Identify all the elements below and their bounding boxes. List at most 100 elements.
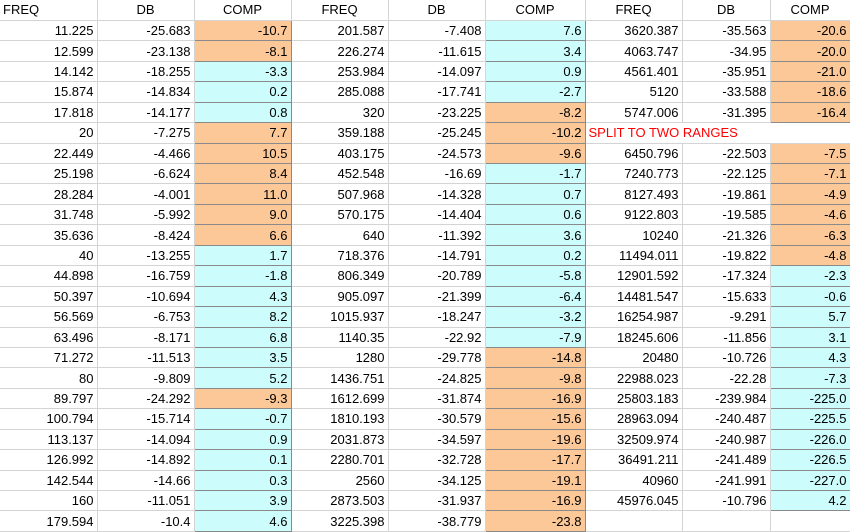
freq-cell[interactable]: 2873.503 (291, 490, 389, 512)
comp-cell-positive-boost[interactable]: -9.8 (484, 367, 586, 389)
db-cell[interactable]: -14.404 (388, 204, 486, 226)
comp-cell[interactable]: 5.7 (769, 306, 850, 328)
db-cell[interactable]: -22.92 (388, 327, 486, 348)
db-cell[interactable]: -19.585 (682, 204, 771, 226)
db-cell[interactable]: -14.791 (388, 245, 486, 267)
header-freq[interactable]: FREQ (585, 0, 683, 21)
freq-cell[interactable]: 113.137 (0, 429, 98, 451)
comp-cell[interactable]: 8.2 (193, 306, 292, 328)
freq-cell[interactable]: 63.496 (0, 327, 98, 348)
db-cell[interactable]: -7.408 (388, 20, 486, 42)
comp-cell-positive-boost[interactable]: -7.1 (769, 162, 850, 185)
freq-cell[interactable]: 452.548 (291, 163, 389, 185)
db-cell[interactable]: -21.326 (682, 224, 771, 246)
freq-cell[interactable]: 4063.747 (585, 40, 683, 62)
freq-cell[interactable]: 1436.751 (291, 367, 389, 389)
freq-cell[interactable]: 253.984 (291, 61, 389, 83)
comp-cell[interactable]: 4.2 (769, 489, 850, 512)
db-cell[interactable]: -25.245 (388, 122, 486, 144)
freq-cell[interactable]: 10240 (585, 224, 683, 246)
comp-cell[interactable]: 5.2 (193, 367, 292, 389)
freq-cell[interactable]: 17.818 (0, 102, 98, 124)
comp-cell[interactable]: -6.4 (484, 285, 586, 308)
db-cell[interactable] (682, 510, 771, 532)
freq-cell[interactable]: 32509.974 (585, 429, 683, 451)
freq-cell[interactable]: 8127.493 (585, 183, 683, 205)
freq-cell[interactable]: 31.748 (0, 204, 98, 226)
db-cell[interactable]: -30.579 (388, 408, 486, 430)
db-cell[interactable]: -8.171 (97, 327, 195, 348)
db-cell[interactable]: -13.255 (97, 245, 195, 267)
comp-cell-positive-boost[interactable]: -4.9 (769, 183, 850, 205)
comp-cell-positive-boost[interactable]: 11.0 (193, 183, 292, 205)
db-cell[interactable]: -22.125 (682, 163, 771, 185)
freq-cell[interactable]: 507.968 (291, 183, 389, 205)
comp-cell-positive-boost[interactable]: -10.7 (193, 19, 292, 42)
db-cell[interactable]: -34.597 (388, 429, 486, 451)
db-cell[interactable]: -14.66 (97, 470, 195, 492)
db-cell[interactable]: -18.247 (388, 306, 486, 328)
freq-cell[interactable] (585, 510, 683, 532)
db-cell[interactable]: -15.714 (97, 408, 195, 430)
header-freq[interactable]: FREQ (291, 0, 389, 21)
freq-cell[interactable]: 25803.183 (585, 388, 683, 410)
comp-cell-positive-boost[interactable]: -8.1 (193, 40, 292, 62)
db-cell[interactable]: -10.694 (97, 286, 195, 308)
db-cell[interactable]: -14.097 (388, 61, 486, 83)
comp-cell[interactable]: 4.6 (193, 510, 292, 532)
comp-cell[interactable]: -225.0 (769, 387, 850, 410)
db-cell[interactable]: -35.951 (682, 61, 771, 83)
freq-cell[interactable]: 18245.606 (585, 327, 683, 348)
comp-cell[interactable]: 3.9 (193, 489, 292, 512)
comp-cell[interactable]: 0.3 (193, 469, 292, 492)
header-comp[interactable]: COMP (770, 0, 850, 21)
freq-cell[interactable]: 1015.937 (291, 306, 389, 328)
comp-cell-positive-boost[interactable]: -21.0 (769, 60, 850, 83)
db-cell[interactable]: -241.991 (682, 470, 771, 492)
db-cell[interactable]: -32.728 (388, 449, 486, 471)
freq-cell[interactable]: 5747.006 (585, 102, 683, 124)
comp-cell[interactable]: 0.7 (484, 183, 586, 205)
header-comp[interactable]: COMP (485, 0, 586, 21)
db-cell[interactable]: -16.69 (388, 163, 486, 185)
freq-cell[interactable]: 45976.045 (585, 490, 683, 512)
comp-cell[interactable]: -7.9 (484, 326, 586, 348)
freq-cell[interactable]: 25.198 (0, 163, 98, 185)
comp-cell-positive-boost[interactable]: -20.0 (769, 40, 850, 62)
comp-cell[interactable]: 3.1 (769, 326, 850, 348)
comp-cell[interactable]: -1.8 (193, 265, 292, 287)
comp-cell[interactable]: 1.7 (193, 244, 292, 267)
comp-cell-positive-boost[interactable]: -6.3 (769, 224, 850, 246)
comp-cell-positive-boost[interactable]: -19.1 (484, 469, 586, 492)
freq-cell[interactable]: 3225.398 (291, 510, 389, 532)
db-cell[interactable]: -17.741 (388, 81, 486, 103)
db-cell[interactable]: -11.392 (388, 224, 486, 246)
header-db[interactable]: DB (388, 0, 486, 21)
freq-cell[interactable]: 12901.592 (585, 265, 683, 287)
comp-cell[interactable]: 3.6 (484, 224, 586, 246)
comp-cell[interactable]: 0.2 (193, 81, 292, 103)
comp-cell[interactable]: 4.3 (193, 285, 292, 308)
comp-cell-positive-boost[interactable]: -16.4 (769, 101, 850, 124)
comp-cell[interactable]: 7.6 (484, 19, 586, 42)
freq-cell[interactable]: 22988.023 (585, 367, 683, 389)
db-cell[interactable]: -24.573 (388, 143, 486, 165)
comp-cell-positive-boost[interactable]: -8.2 (484, 101, 586, 124)
db-cell[interactable]: -19.861 (682, 183, 771, 205)
freq-cell[interactable]: 89.797 (0, 388, 98, 410)
comp-cell[interactable]: -2.7 (484, 81, 586, 103)
freq-cell[interactable]: 226.274 (291, 40, 389, 62)
comp-cell[interactable]: 4.3 (769, 346, 850, 369)
db-cell[interactable]: -11.051 (97, 490, 195, 512)
freq-cell[interactable]: 15.874 (0, 81, 98, 103)
db-cell[interactable]: -11.856 (682, 327, 771, 348)
comp-cell[interactable]: -7.3 (769, 367, 850, 389)
freq-cell[interactable]: 640 (291, 224, 389, 246)
freq-cell[interactable]: 50.397 (0, 286, 98, 308)
comp-cell[interactable]: -227.0 (769, 469, 850, 492)
db-cell[interactable]: -9.291 (682, 306, 771, 328)
freq-cell[interactable]: 1810.193 (291, 408, 389, 430)
freq-cell[interactable]: 403.175 (291, 143, 389, 165)
db-cell[interactable]: -14.328 (388, 183, 486, 205)
comp-cell[interactable]: 3.4 (484, 40, 586, 62)
